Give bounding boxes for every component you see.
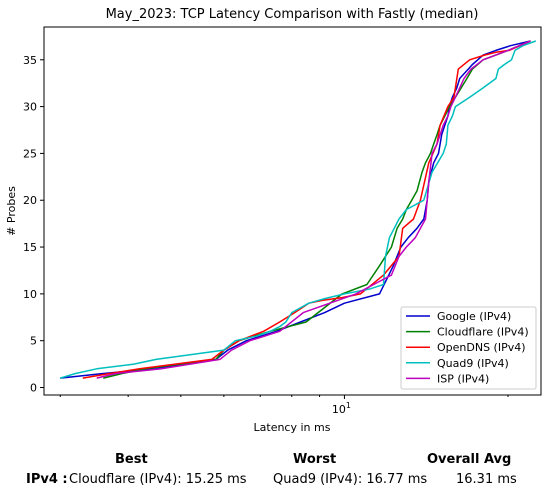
y-tick-label: 5 [30,335,37,348]
y-tick-label: 0 [30,382,37,395]
x-axis-label: Latency in ms [254,421,331,434]
series-line-0 [60,40,531,379]
legend-label: OpenDNS (IPv4) [437,341,526,354]
plot-frame [43,26,542,396]
y-axis-label: # Probes [5,186,18,236]
overall-avg-header: Overall Avg [427,452,512,467]
y-tick-label: 30 [23,101,37,114]
y-tick-label: 20 [23,194,37,207]
best-value: Cloudflare (IPv4): 15.25 ms [69,472,247,487]
y-tick-label: 25 [23,147,37,160]
y-tick-label: 10 [23,288,37,301]
legend-label: Cloudflare (IPv4) [437,326,529,339]
worst-header: Worst [293,452,337,467]
y-tick-label: 35 [23,54,37,67]
legend-label: ISP (IPv4) [437,372,489,385]
y-axis: 0 5 10 15 20 25 30 35 [23,54,44,395]
latency-chart: May_2023: TCP Latency Comparison with Fa… [5,7,542,434]
series-layer [60,40,537,379]
series-line-2 [82,40,531,379]
ipv4-row-label: IPv4 : [26,472,68,487]
series-line-3 [60,40,537,379]
legend-label: Quad9 (IPv4) [437,357,509,370]
y-tick-label: 15 [23,241,37,254]
series-line-4 [96,40,531,379]
worst-value: Quad9 (IPv4): 16.77 ms [273,472,428,487]
x-tick-label: 101 [332,401,351,416]
overall-avg-value: 16.31 ms [456,472,517,487]
chart-title: May_2023: TCP Latency Comparison with Fa… [106,7,479,22]
legend-label: Google (IPv4) [437,310,511,323]
legend: Google (IPv4) Cloudflare (IPv4) OpenDNS (I… [400,306,537,390]
x-axis: 101 [59,395,509,416]
best-header: Best [115,452,148,467]
legend-box [400,306,537,390]
